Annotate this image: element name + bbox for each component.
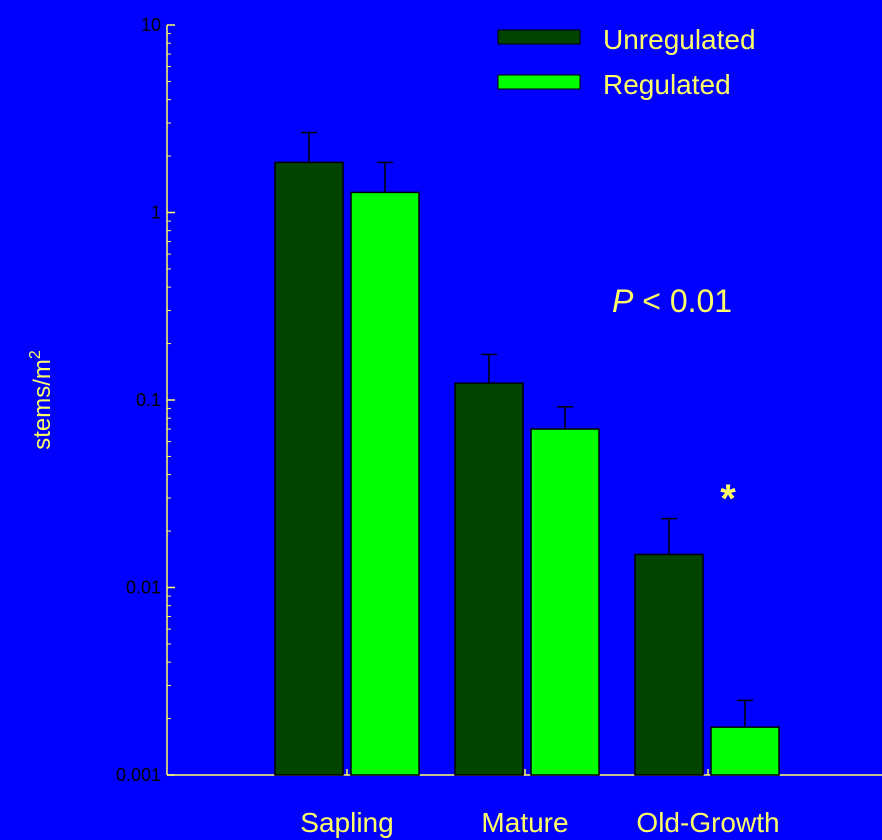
x-tick-label: Old-Growth: [636, 807, 779, 838]
y-axis-title-text: stems/m: [29, 359, 56, 450]
y-axis-title: stems/m2: [27, 350, 56, 450]
significance-marker: *: [720, 477, 736, 521]
bar-unregulated-old-growth: [634, 553, 704, 776]
p-rest: < 0.01: [633, 283, 732, 319]
legend-label-unregulated: Unregulated: [603, 24, 756, 55]
y-axis-title-superscript: 2: [27, 350, 44, 359]
bar-unregulated-mature: [454, 382, 524, 776]
y-tick-label: 1: [151, 203, 161, 223]
labels: 0.001 0.01 0.1 1 10 Sapling Mature Old-Growth: [116, 15, 780, 838]
bar-regulated-old-growth: [710, 726, 780, 776]
y-tick-label: 0.01: [126, 578, 161, 598]
legend: Unregulated Regulated: [497, 24, 756, 100]
legend-swatch-regulated: [497, 74, 581, 90]
bar-regulated-mature: [530, 428, 600, 776]
legend-swatch-unregulated: [497, 29, 581, 45]
y-tick-label: 0.1: [136, 390, 161, 410]
bar-regulated-sapling: [350, 191, 420, 776]
y-tick-label: 0.001: [116, 765, 161, 785]
p-value-annotation: P < 0.01: [612, 283, 732, 319]
y-tick-label: 10: [141, 15, 161, 35]
bars: [274, 131, 780, 776]
x-tick-label: Sapling: [300, 807, 393, 838]
legend-label-regulated: Regulated: [603, 69, 731, 100]
x-tick-label: Mature: [481, 807, 568, 838]
p-symbol: P: [612, 283, 634, 319]
bar-unregulated-sapling: [274, 161, 344, 776]
